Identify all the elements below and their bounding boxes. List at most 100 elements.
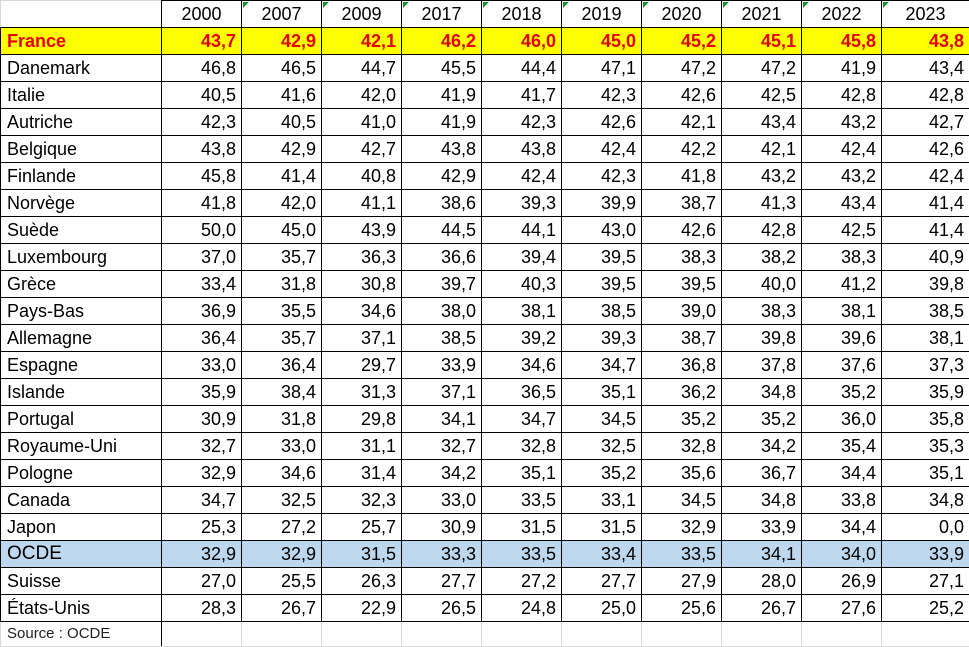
value-cell[interactable]: 38,3 xyxy=(802,244,882,271)
value-cell[interactable]: 39,3 xyxy=(562,325,642,352)
value-cell[interactable]: 41,9 xyxy=(802,55,882,82)
value-cell[interactable]: 44,7 xyxy=(322,55,402,82)
value-cell[interactable]: 33,5 xyxy=(642,541,722,568)
value-cell[interactable]: 33,4 xyxy=(562,541,642,568)
value-cell[interactable]: 32,9 xyxy=(162,541,242,568)
value-cell[interactable]: 42,5 xyxy=(802,217,882,244)
value-cell[interactable]: 39,2 xyxy=(482,325,562,352)
value-cell[interactable]: 40,5 xyxy=(162,82,242,109)
value-cell[interactable]: 25,7 xyxy=(322,514,402,541)
value-cell[interactable]: 32,5 xyxy=(562,433,642,460)
value-cell[interactable]: 33,9 xyxy=(882,541,969,568)
value-cell[interactable]: 27,6 xyxy=(802,595,882,622)
value-cell[interactable]: 37,0 xyxy=(162,244,242,271)
country-cell[interactable]: Autriche xyxy=(1,109,162,136)
country-cell[interactable]: Finlande xyxy=(1,163,162,190)
value-cell[interactable]: 24,8 xyxy=(482,595,562,622)
value-cell[interactable]: 34,8 xyxy=(722,487,802,514)
value-cell[interactable]: 43,7 xyxy=(162,28,242,55)
value-cell[interactable]: 42,1 xyxy=(722,136,802,163)
value-cell[interactable]: 33,8 xyxy=(802,487,882,514)
value-cell[interactable]: 36,4 xyxy=(242,352,322,379)
value-cell[interactable]: 33,3 xyxy=(402,541,482,568)
value-cell[interactable]: 38,5 xyxy=(402,325,482,352)
value-cell[interactable]: 41,2 xyxy=(802,271,882,298)
value-cell[interactable]: 34,4 xyxy=(802,460,882,487)
value-cell[interactable]: 41,4 xyxy=(242,163,322,190)
value-cell[interactable]: 26,5 xyxy=(402,595,482,622)
year-header-2018[interactable]: 2018 xyxy=(482,1,562,28)
value-cell[interactable]: 38,1 xyxy=(802,298,882,325)
value-cell[interactable]: 36,6 xyxy=(402,244,482,271)
country-cell[interactable]: Pologne xyxy=(1,460,162,487)
value-cell[interactable]: 44,4 xyxy=(482,55,562,82)
value-cell[interactable]: 37,1 xyxy=(322,325,402,352)
value-cell[interactable]: 38,1 xyxy=(882,325,969,352)
value-cell[interactable]: 43,4 xyxy=(722,109,802,136)
value-cell[interactable]: 35,7 xyxy=(242,325,322,352)
value-cell[interactable]: 33,5 xyxy=(482,487,562,514)
empty-cell[interactable] xyxy=(802,622,882,647)
value-cell[interactable]: 42,4 xyxy=(802,136,882,163)
value-cell[interactable]: 42,8 xyxy=(802,82,882,109)
value-cell[interactable]: 40,5 xyxy=(242,109,322,136)
value-cell[interactable]: 34,5 xyxy=(562,406,642,433)
value-cell[interactable]: 32,9 xyxy=(642,514,722,541)
value-cell[interactable]: 28,3 xyxy=(162,595,242,622)
empty-cell[interactable] xyxy=(322,622,402,647)
value-cell[interactable]: 30,8 xyxy=(322,271,402,298)
value-cell[interactable]: 34,7 xyxy=(482,406,562,433)
value-cell[interactable]: 38,2 xyxy=(722,244,802,271)
value-cell[interactable]: 41,8 xyxy=(642,163,722,190)
country-cell[interactable]: Japon xyxy=(1,514,162,541)
source-note[interactable]: Source : OCDE xyxy=(1,622,162,647)
country-cell[interactable]: Islande xyxy=(1,379,162,406)
value-cell[interactable]: 43,8 xyxy=(882,28,969,55)
value-cell[interactable]: 27,2 xyxy=(242,514,322,541)
value-cell[interactable]: 34,5 xyxy=(642,487,722,514)
value-cell[interactable]: 39,8 xyxy=(722,325,802,352)
year-header-2007[interactable]: 2007 xyxy=(242,1,322,28)
value-cell[interactable]: 41,6 xyxy=(242,82,322,109)
value-cell[interactable]: 45,0 xyxy=(562,28,642,55)
value-cell[interactable]: 41,3 xyxy=(722,190,802,217)
value-cell[interactable]: 39,3 xyxy=(482,190,562,217)
value-cell[interactable]: 27,2 xyxy=(482,568,562,595)
country-cell[interactable]: Suède xyxy=(1,217,162,244)
value-cell[interactable]: 42,6 xyxy=(642,217,722,244)
value-cell[interactable]: 39,0 xyxy=(642,298,722,325)
empty-cell[interactable] xyxy=(482,622,562,647)
country-cell[interactable]: États-Unis xyxy=(1,595,162,622)
value-cell[interactable]: 43,2 xyxy=(802,109,882,136)
value-cell[interactable]: 35,3 xyxy=(882,433,969,460)
value-cell[interactable]: 33,5 xyxy=(482,541,562,568)
value-cell[interactable]: 34,2 xyxy=(402,460,482,487)
value-cell[interactable]: 38,6 xyxy=(402,190,482,217)
value-cell[interactable]: 37,1 xyxy=(402,379,482,406)
value-cell[interactable]: 33,0 xyxy=(242,433,322,460)
value-cell[interactable]: 35,6 xyxy=(642,460,722,487)
value-cell[interactable]: 41,4 xyxy=(882,217,969,244)
value-cell[interactable]: 45,8 xyxy=(802,28,882,55)
value-cell[interactable]: 35,1 xyxy=(882,460,969,487)
value-cell[interactable]: 42,3 xyxy=(562,82,642,109)
value-cell[interactable]: 34,6 xyxy=(242,460,322,487)
value-cell[interactable]: 30,9 xyxy=(162,406,242,433)
value-cell[interactable]: 36,4 xyxy=(162,325,242,352)
value-cell[interactable]: 39,4 xyxy=(482,244,562,271)
value-cell[interactable]: 41,8 xyxy=(162,190,242,217)
value-cell[interactable]: 42,6 xyxy=(882,136,969,163)
value-cell[interactable]: 33,0 xyxy=(402,487,482,514)
country-cell[interactable]: Portugal xyxy=(1,406,162,433)
year-header-2022[interactable]: 2022 xyxy=(802,1,882,28)
value-cell[interactable]: 32,3 xyxy=(322,487,402,514)
value-cell[interactable]: 38,0 xyxy=(402,298,482,325)
value-cell[interactable]: 40,8 xyxy=(322,163,402,190)
value-cell[interactable]: 44,5 xyxy=(402,217,482,244)
value-cell[interactable]: 32,7 xyxy=(402,433,482,460)
value-cell[interactable]: 42,7 xyxy=(882,109,969,136)
corner-cell[interactable] xyxy=(1,1,162,28)
value-cell[interactable]: 36,9 xyxy=(162,298,242,325)
value-cell[interactable]: 25,3 xyxy=(162,514,242,541)
value-cell[interactable]: 33,0 xyxy=(162,352,242,379)
